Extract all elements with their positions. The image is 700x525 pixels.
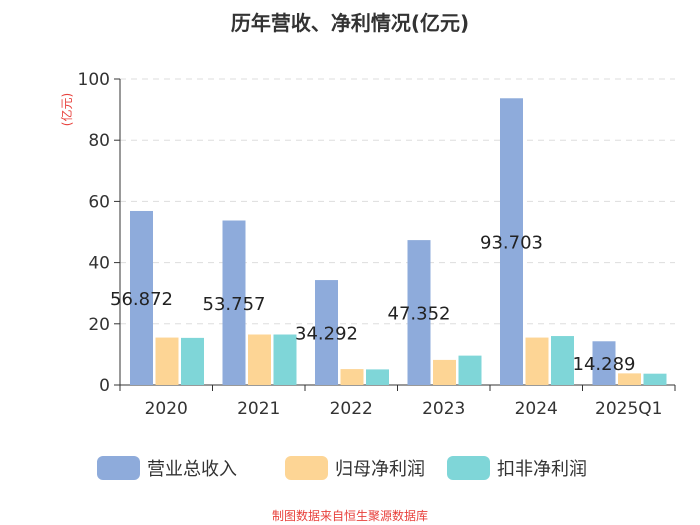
legend-label-营业总收入: 营业总收入	[147, 459, 237, 480]
x-tick-label: 2024	[515, 399, 558, 419]
legend: 营业总收入 归母净利润 扣非净利润	[97, 456, 587, 480]
x-tick-label: 2021	[237, 399, 280, 419]
legend-swatch-扣非净利润	[447, 456, 490, 480]
y-tick-label: 60	[88, 192, 110, 212]
legend-label-归母净利润: 归母净利润	[335, 459, 425, 480]
x-tick-label: 2025Q1	[595, 399, 662, 419]
gridlines	[120, 78, 675, 325]
y-tick-label: 40	[88, 254, 110, 274]
bar-归母净利润-2025Q1	[618, 373, 641, 385]
bar-扣非净利润-2021	[273, 334, 297, 385]
y-tick-label: 100	[78, 70, 110, 90]
data-label: 93.703	[480, 233, 543, 254]
x-axis: 2020 2021 2022 2023 2024 2025Q1	[119, 384, 676, 419]
legend-swatch-归母净利润	[285, 456, 328, 480]
footer-source: 制图数据来自恒生聚源数据库	[271, 509, 428, 523]
chart-title: 历年营收、净利情况(亿元)	[230, 11, 470, 35]
y-tick-label: 0	[99, 376, 110, 396]
bar-扣非净利润-2025Q1	[643, 373, 667, 385]
bar-营业总收入-2023	[407, 240, 431, 385]
bar-营业总收入-2022	[315, 280, 338, 385]
bar-归母净利润-2024	[525, 337, 549, 385]
bar-归母净利润-2022	[340, 369, 364, 385]
y-tick-label: 80	[88, 131, 110, 151]
bar-营业总收入-2024	[500, 98, 523, 385]
legend-label-扣非净利润: 扣非净利润	[497, 459, 587, 480]
data-label: 14.289	[573, 354, 636, 375]
bar-营业总收入-2020	[130, 210, 153, 385]
bar-扣非净利润-2024	[551, 336, 574, 385]
bar-扣非净利润-2022	[366, 369, 389, 385]
data-labels: 56.872 53.757 34.292 47.352 93.703 14.289	[110, 233, 635, 376]
bar-营业总收入-2021	[222, 220, 246, 385]
bar-扣非净利润-2023	[458, 355, 482, 385]
bar-归母净利润-2021	[248, 334, 271, 385]
bar-营业总收入-2025Q1	[592, 341, 616, 385]
data-label: 34.292	[295, 324, 358, 345]
bar-扣非净利润-2020	[181, 337, 204, 385]
y-tick-label: 20	[88, 315, 110, 335]
x-tick-label: 2022	[330, 399, 373, 419]
bar-归母净利润-2020	[155, 337, 179, 385]
data-label: 56.872	[110, 289, 173, 310]
bar-归母净利润-2023	[433, 359, 456, 385]
x-tick-label: 2020	[145, 399, 188, 419]
y-axis-label: (亿元)	[59, 93, 74, 126]
bars	[130, 98, 667, 385]
legend-swatch-营业总收入	[97, 456, 140, 480]
data-label: 47.352	[388, 304, 451, 325]
y-axis: 0 20 40 60 80 100 (亿元)	[59, 70, 121, 396]
data-label: 53.757	[203, 294, 266, 315]
x-tick-label: 2023	[422, 399, 465, 419]
